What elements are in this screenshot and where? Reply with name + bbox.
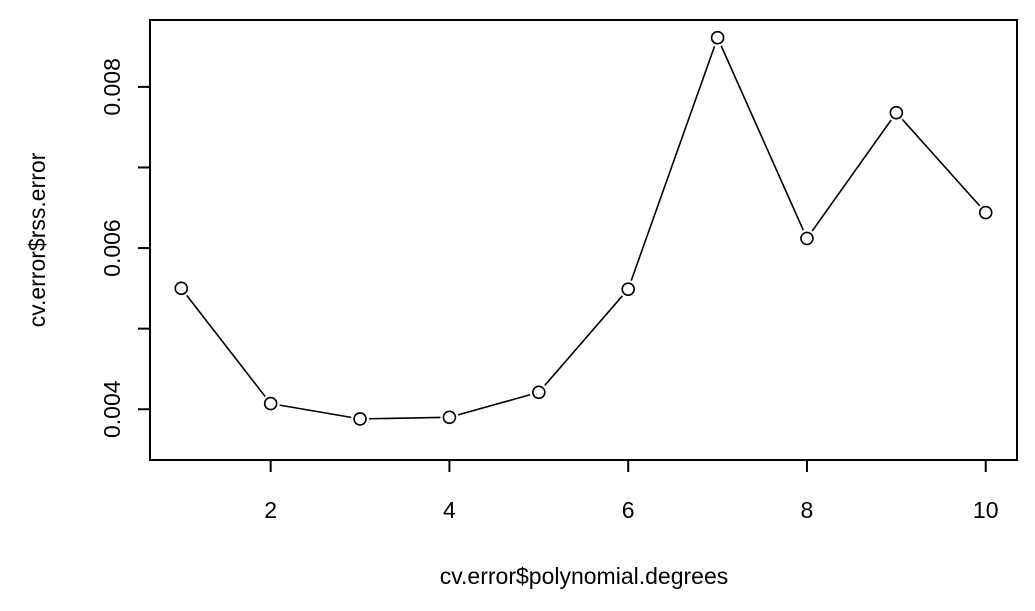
plot-box bbox=[149, 19, 1018, 461]
line-segment-4-5 bbox=[457, 393, 531, 416]
data-point-10 bbox=[978, 205, 993, 220]
y-tick-label-0.004: 0.004 bbox=[99, 380, 125, 438]
x-tick-label-4: 4 bbox=[443, 497, 456, 523]
data-point-4 bbox=[442, 410, 457, 425]
data-point-9 bbox=[889, 105, 904, 120]
line-segment-2-3 bbox=[279, 404, 352, 419]
line-segment-5-6 bbox=[544, 295, 623, 387]
series-group bbox=[174, 30, 993, 426]
y-axis: 0.004 0.006 0.008 bbox=[99, 58, 150, 438]
y-axis-label: cv.error$rss.error bbox=[24, 152, 50, 327]
line-segment-6-7 bbox=[630, 45, 716, 281]
x-tick-label-2: 2 bbox=[264, 497, 277, 523]
line-segment-8-9 bbox=[811, 119, 892, 232]
y-tick-label-0.008: 0.008 bbox=[99, 58, 125, 116]
line-segment-9-10 bbox=[901, 118, 981, 207]
data-point-7 bbox=[710, 30, 725, 45]
x-tick-label-6: 6 bbox=[622, 497, 635, 523]
data-point-6 bbox=[621, 282, 635, 296]
data-point-3 bbox=[353, 412, 367, 426]
line-segment-3-4 bbox=[369, 416, 441, 420]
data-point-5 bbox=[532, 385, 546, 400]
x-tick-label-8: 8 bbox=[801, 497, 814, 523]
line-segment-7-8 bbox=[720, 45, 805, 231]
data-point-1 bbox=[174, 281, 189, 296]
x-tick-label-10: 10 bbox=[973, 497, 999, 523]
x-axis-label: cv.error$polynomial.degrees bbox=[440, 563, 729, 589]
data-point-2 bbox=[263, 396, 278, 411]
y-tick-label-0.006: 0.006 bbox=[99, 219, 125, 277]
line-segment-1-2 bbox=[186, 294, 266, 397]
data-point-8 bbox=[800, 231, 814, 246]
x-axis: 2 4 6 8 10 bbox=[264, 460, 999, 523]
